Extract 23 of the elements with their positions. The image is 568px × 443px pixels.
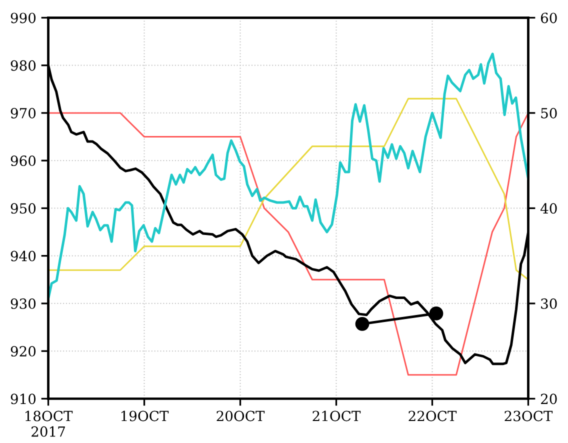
y-tick-label: 950 — [10, 203, 36, 214]
x-tick-label: 23OCT — [504, 410, 553, 422]
y2-tick-label: 20 — [540, 394, 557, 404]
y2-tick-label: 30 — [541, 298, 557, 309]
y2-tick-label: 50 — [541, 108, 557, 118]
line-series — [48, 52, 528, 300]
y2-tick-label: 60 — [540, 12, 557, 24]
y-tick-label: 970 — [10, 108, 36, 118]
y-tick-label: 930 — [10, 298, 36, 309]
x-tick-label: 18OCT 2017 — [26, 410, 73, 437]
x-tick-label: 21OCT — [312, 410, 361, 422]
x-tick-label: 22OCT — [408, 410, 457, 422]
y-tick-label: 960 — [10, 156, 36, 166]
y-tick-label: 940 — [10, 250, 36, 262]
line-series — [48, 98, 528, 280]
y2-tick-label: 40 — [540, 203, 557, 214]
y-tick-label: 920 — [10, 346, 36, 357]
line-series — [48, 112, 528, 376]
y-tick-label: 910 — [10, 394, 36, 404]
y-tick-label: 990 — [10, 12, 36, 24]
x-tick-label: 19OCT — [121, 410, 169, 422]
y-tick-label: 980 — [10, 60, 36, 71]
x-tick-label: 20OCT — [216, 410, 265, 422]
